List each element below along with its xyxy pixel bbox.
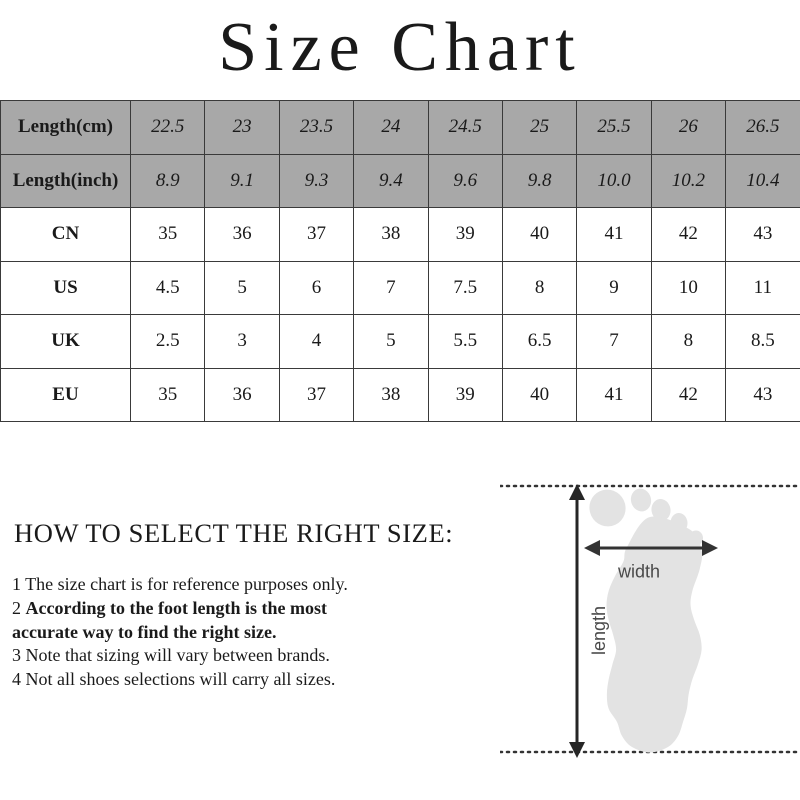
svg-text:length: length (589, 606, 609, 655)
svg-text:width: width (617, 562, 660, 582)
